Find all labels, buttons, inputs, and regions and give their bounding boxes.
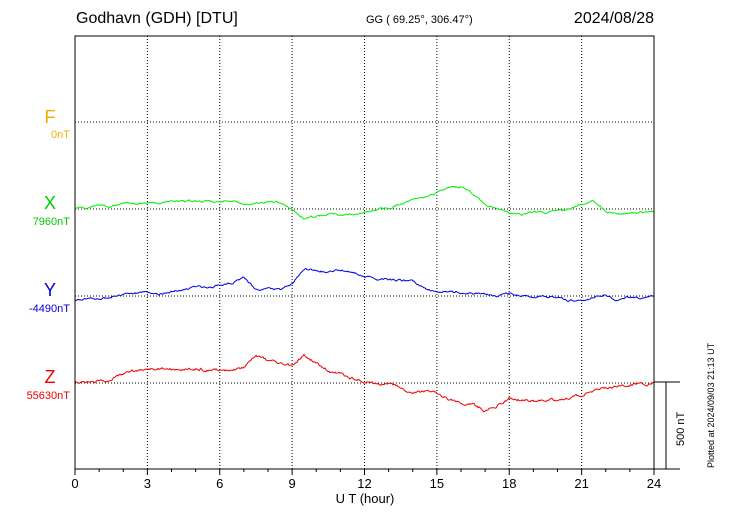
series-group <box>74 185 655 413</box>
component-baseline-z: 55630nT <box>26 390 70 402</box>
x-tick-label-9: 9 <box>289 476 296 491</box>
series-line-y <box>74 267 655 303</box>
scale-bar: 500 nT <box>654 381 687 470</box>
plotted-timestamp: Plotted at 2024/09/03 21:13 UT <box>706 342 716 468</box>
record-date: 2024/08/28 <box>573 10 654 27</box>
x-axis-ticks: 0 3 6 9 12 15 18 21 24 <box>71 469 661 491</box>
component-letter-f: F <box>44 107 56 127</box>
x-axis-label: U T (hour) <box>336 491 395 506</box>
x-tick-label-24: 24 <box>647 476 661 491</box>
x-tick-label-3: 3 <box>144 476 151 491</box>
component-baseline-y: -4490nT <box>29 303 70 315</box>
x-tick-label-0: 0 <box>71 476 78 491</box>
x-tick-label-12: 12 <box>357 476 371 491</box>
grid-lines <box>75 36 654 469</box>
component-letter-z: Z <box>44 367 56 387</box>
station-coordinates: GG ( 69.25°, 306.47°) <box>366 14 473 26</box>
component-baseline-f: 0nT <box>51 129 70 141</box>
x-tick-label-21: 21 <box>574 476 588 491</box>
station-title: Godhavn (GDH) [DTU] <box>76 10 238 27</box>
component-baseline-x: 7960nT <box>32 216 70 228</box>
series-line-x <box>74 185 655 220</box>
component-letter-y: Y <box>43 280 56 300</box>
component-letter-x: X <box>43 193 56 213</box>
scale-bar-label: 500 nT <box>675 411 687 446</box>
series-line-z <box>74 353 655 413</box>
x-tick-label-6: 6 <box>216 476 223 491</box>
x-tick-label-18: 18 <box>502 476 516 491</box>
x-tick-label-15: 15 <box>430 476 444 491</box>
